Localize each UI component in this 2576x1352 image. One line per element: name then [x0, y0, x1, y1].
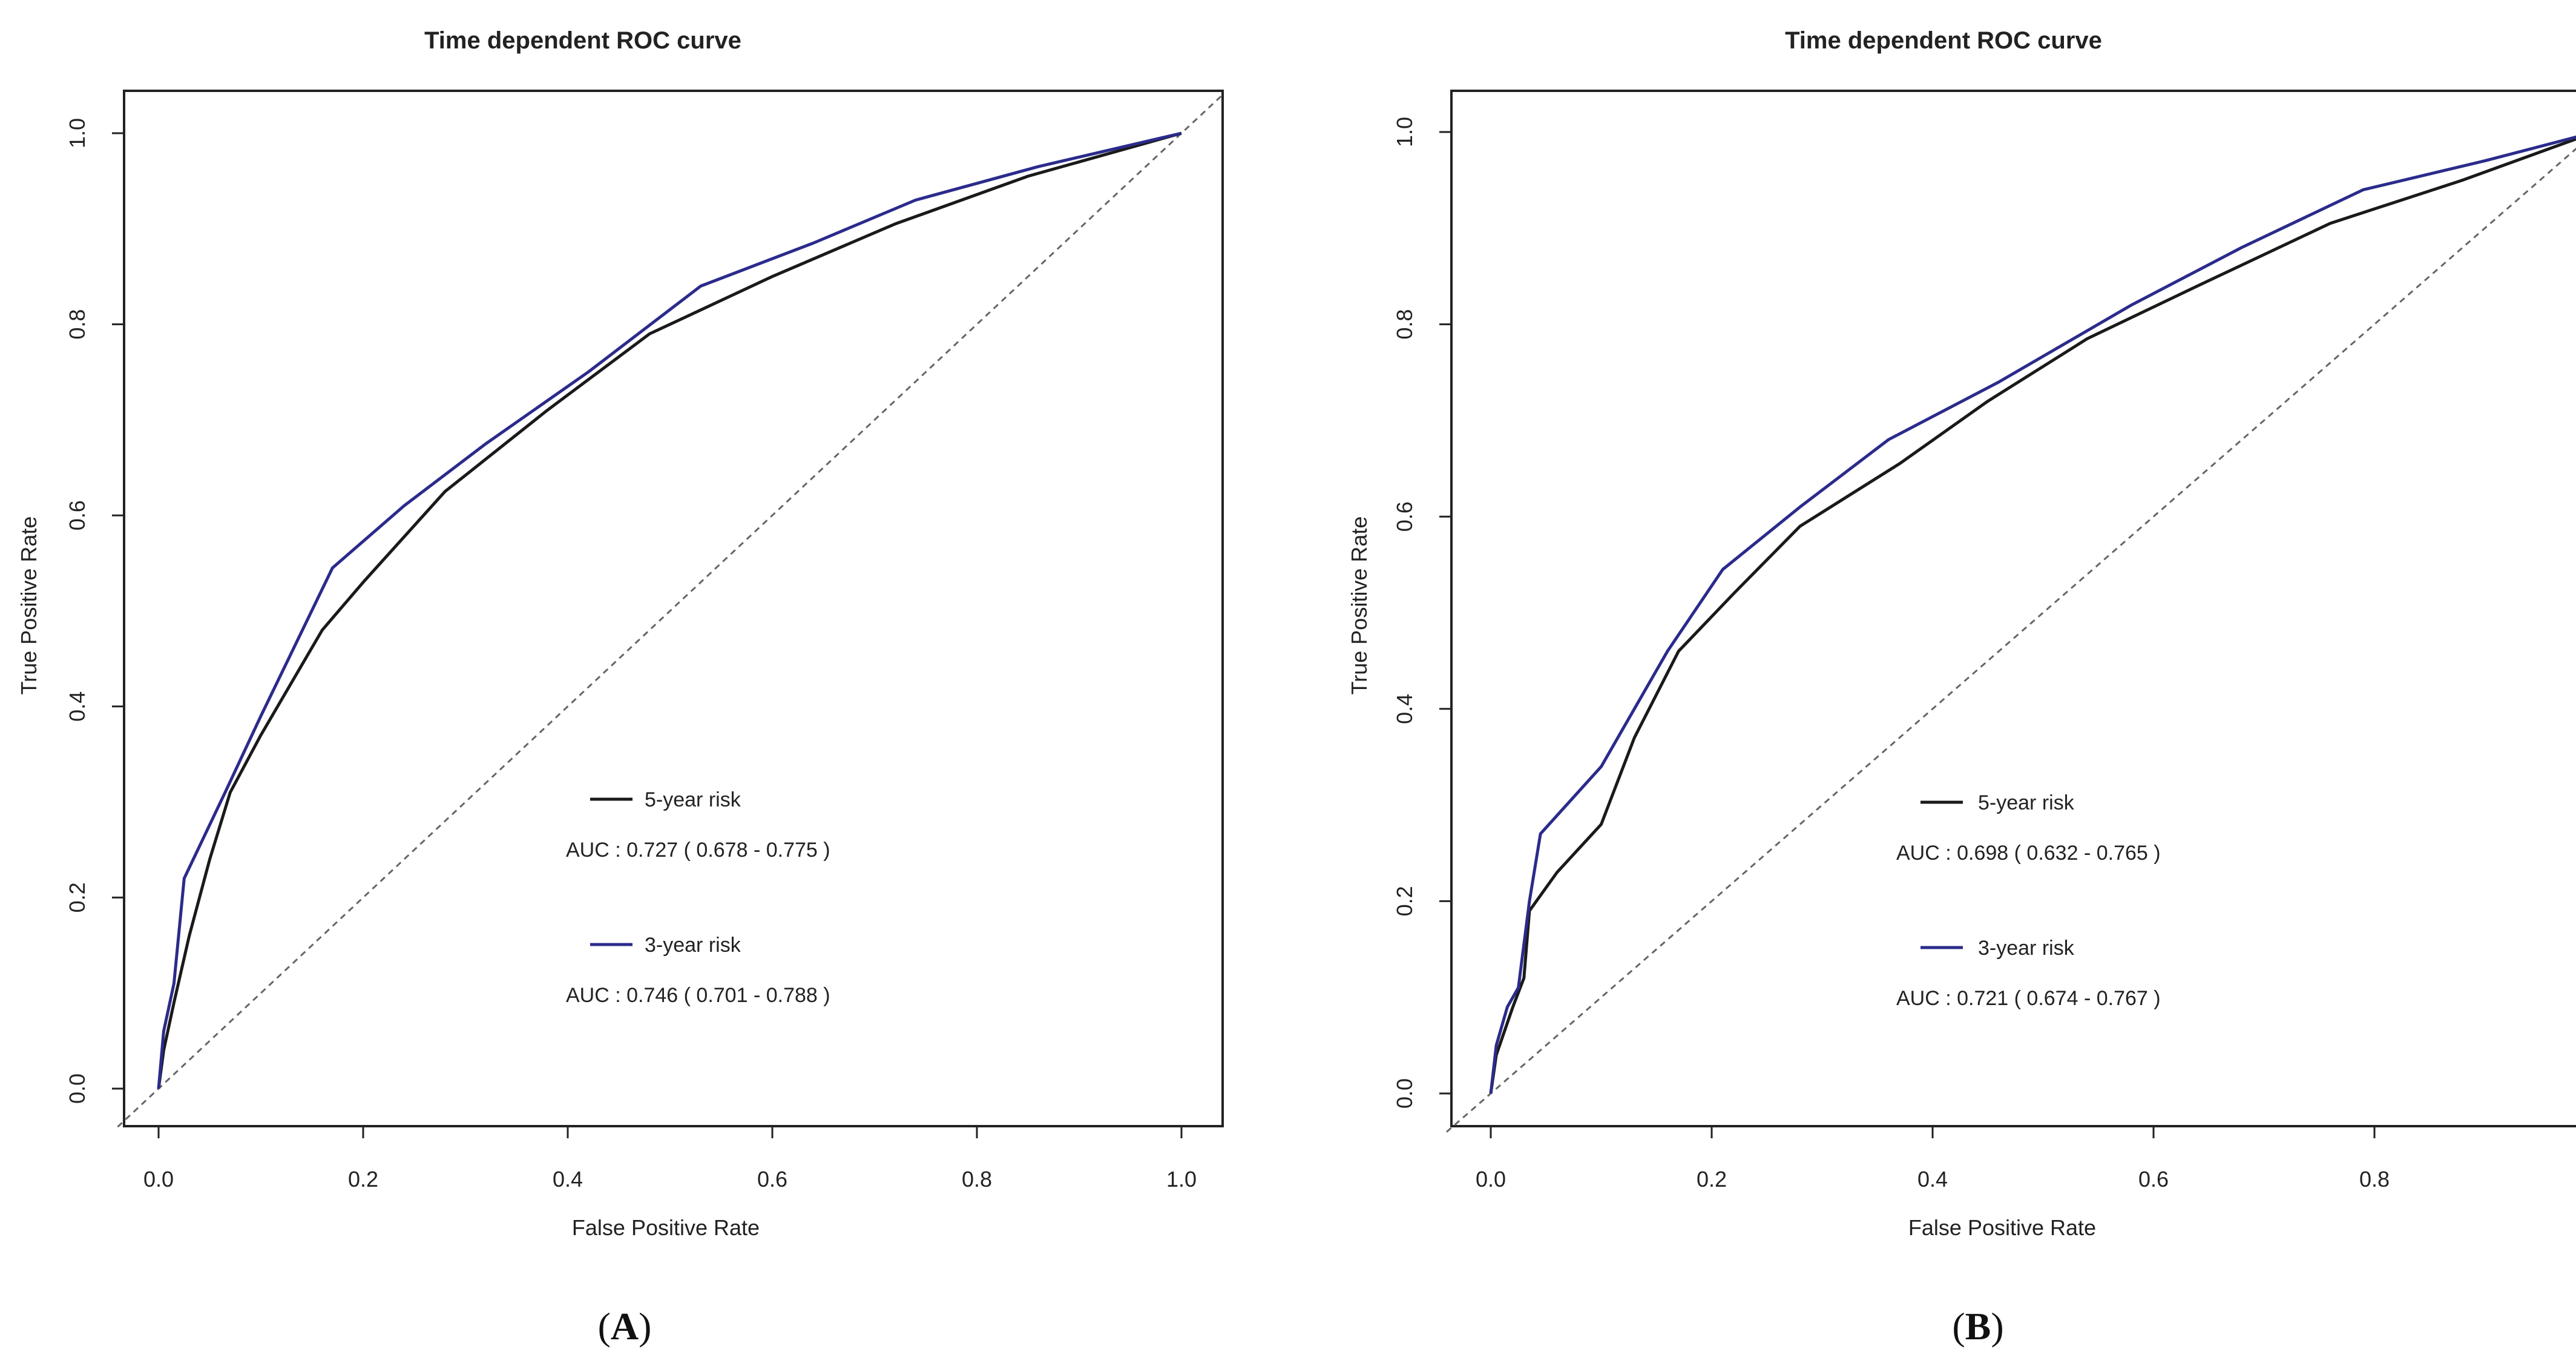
legend: 5-year risk AUC : 0.727 ( 0.678 - 0.775 … — [566, 788, 830, 1007]
y-tick-label: 0.4 — [65, 691, 90, 722]
x-tick-label: 0.4 — [1917, 1167, 1948, 1192]
series-line-5-year-risk — [157, 131, 1182, 1089]
x-tick-label: 0.6 — [2138, 1167, 2169, 1192]
legend-label-3-year: 3-year risk — [1978, 937, 2075, 960]
y-axis: 0.0 0.2 0.4 0.6 0.8 1.0 — [65, 118, 124, 1104]
legend-auc-5-year: AUC : 0.698 ( 0.632 - 0.765 ) — [1896, 842, 2161, 865]
x-tick-label: 0.8 — [962, 1167, 992, 1192]
roc-panel-b: Time dependent ROC curve 0.0 0.2 0.4 0.6 0.8… — [1347, 27, 2576, 1348]
y-axis-label: True Positive Rate — [1347, 516, 1372, 695]
x-tick-label: 0.4 — [553, 1167, 583, 1192]
series-lines — [1489, 135, 2576, 1094]
legend-label-5-year: 5-year risk — [645, 788, 741, 811]
x-tick-label: 0.8 — [2359, 1167, 2390, 1192]
x-axis: 0.00.20.40.60.81.0 — [1476, 1126, 2390, 1192]
x-tick-label: 1.0 — [1166, 1167, 1197, 1192]
legend-auc-3-year: AUC : 0.721 ( 0.674 - 0.767 ) — [1896, 987, 2161, 1010]
y-tick-label: 0.0 — [1392, 1078, 1417, 1109]
reference-diagonal — [1446, 147, 2576, 1133]
y-tick-label: 0.0 — [65, 1073, 90, 1104]
plot-frame — [123, 90, 1224, 1127]
legend-label-3-year: 3-year risk — [645, 934, 741, 957]
y-tick-label: 0.8 — [65, 309, 90, 340]
series-line-3-year-risk — [1489, 135, 2576, 1094]
legend-label-5-year: 5-year risk — [1978, 791, 2075, 814]
y-axis: 0.0 0.2 0.4 0.6 0.8 1.0 — [1392, 117, 1451, 1109]
legend-auc-3-year: AUC : 0.746 ( 0.701 - 0.788 ) — [566, 984, 830, 1007]
y-tick-label: 0.6 — [65, 500, 90, 530]
y-tick-label: 0.4 — [1392, 694, 1417, 724]
roc-panel-a: Time dependent ROC curve 0.0 0.2 0.4 0.6 0.8… — [16, 27, 1224, 1348]
series-lines — [157, 131, 1182, 1089]
x-tick-label: 0.2 — [1697, 1167, 1727, 1192]
y-tick-label: 1.0 — [65, 118, 90, 148]
legend-auc-5-year: AUC : 0.727 ( 0.678 - 0.775 ) — [566, 839, 830, 862]
series-line-5-year-risk — [1489, 137, 2576, 1094]
plot-frame — [1450, 90, 2576, 1127]
series-line-3-year-risk — [157, 131, 1182, 1089]
x-tick-label: 0.0 — [1476, 1167, 1506, 1192]
y-tick-label: 0.2 — [1392, 886, 1417, 916]
x-tick-label: 0.0 — [143, 1167, 174, 1192]
y-tick-label: 0.8 — [1392, 309, 1417, 340]
panel-caption: (B) — [1952, 1305, 2003, 1348]
y-tick-label: 0.6 — [1392, 501, 1417, 532]
reference-diagonal — [117, 94, 1223, 1128]
x-axis-label: False Positive Rate — [1908, 1215, 2096, 1240]
x-axis-label: False Positive Rate — [572, 1215, 760, 1240]
x-tick-label: 0.6 — [757, 1167, 787, 1192]
y-tick-label: 1.0 — [1392, 117, 1417, 147]
x-axis: 0.0 0.2 0.4 0.6 0.8 1.0 — [143, 1126, 1197, 1192]
x-tick-label: 0.2 — [348, 1167, 378, 1192]
y-tick-label: 0.2 — [65, 882, 90, 912]
chart-title: Time dependent ROC curve — [424, 27, 741, 54]
panel-caption: (A) — [598, 1305, 652, 1348]
legend: 5-year risk AUC : 0.698 ( 0.632 - 0.765 … — [1896, 791, 2161, 1010]
chart-title: Time dependent ROC curve — [1785, 27, 2102, 54]
y-axis-label: True Positive Rate — [16, 516, 41, 695]
